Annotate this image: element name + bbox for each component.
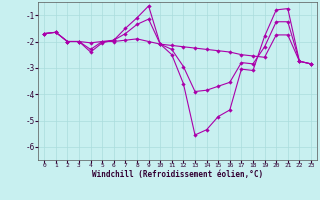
X-axis label: Windchill (Refroidissement éolien,°C): Windchill (Refroidissement éolien,°C) bbox=[92, 170, 263, 179]
